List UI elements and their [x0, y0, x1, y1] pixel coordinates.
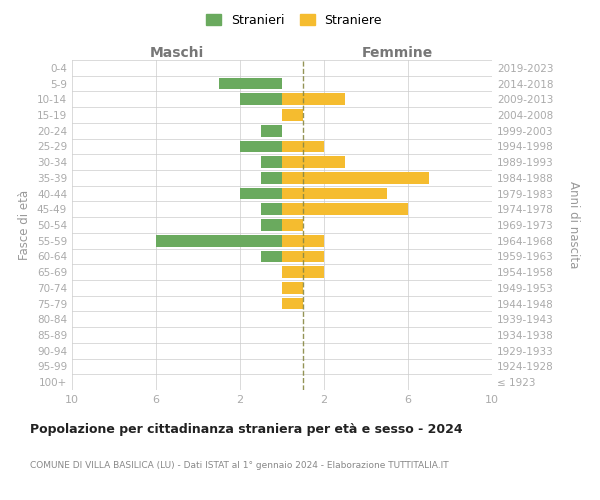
- Bar: [261, 250, 282, 262]
- Text: Popolazione per cittadinanza straniera per età e sesso - 2024: Popolazione per cittadinanza straniera p…: [30, 422, 463, 436]
- Bar: [282, 109, 303, 121]
- Bar: [219, 78, 282, 90]
- Bar: [156, 235, 282, 246]
- Bar: [282, 172, 429, 184]
- Bar: [282, 298, 303, 310]
- Bar: [282, 156, 345, 168]
- Bar: [240, 140, 282, 152]
- Bar: [282, 282, 303, 294]
- Bar: [282, 204, 408, 215]
- Y-axis label: Fasce di età: Fasce di età: [19, 190, 31, 260]
- Bar: [282, 235, 324, 246]
- Text: Maschi: Maschi: [150, 46, 204, 60]
- Bar: [261, 204, 282, 215]
- Bar: [282, 94, 345, 105]
- Bar: [261, 156, 282, 168]
- Bar: [261, 172, 282, 184]
- Bar: [261, 125, 282, 136]
- Bar: [282, 219, 303, 231]
- Bar: [240, 188, 282, 200]
- Bar: [240, 94, 282, 105]
- Bar: [282, 266, 324, 278]
- Bar: [282, 188, 387, 200]
- Legend: Stranieri, Straniere: Stranieri, Straniere: [201, 8, 387, 32]
- Text: COMUNE DI VILLA BASILICA (LU) - Dati ISTAT al 1° gennaio 2024 - Elaborazione TUT: COMUNE DI VILLA BASILICA (LU) - Dati IST…: [30, 460, 449, 469]
- Bar: [282, 140, 324, 152]
- Bar: [261, 219, 282, 231]
- Bar: [282, 250, 324, 262]
- Text: Femmine: Femmine: [362, 46, 433, 60]
- Y-axis label: Anni di nascita: Anni di nascita: [566, 182, 580, 268]
